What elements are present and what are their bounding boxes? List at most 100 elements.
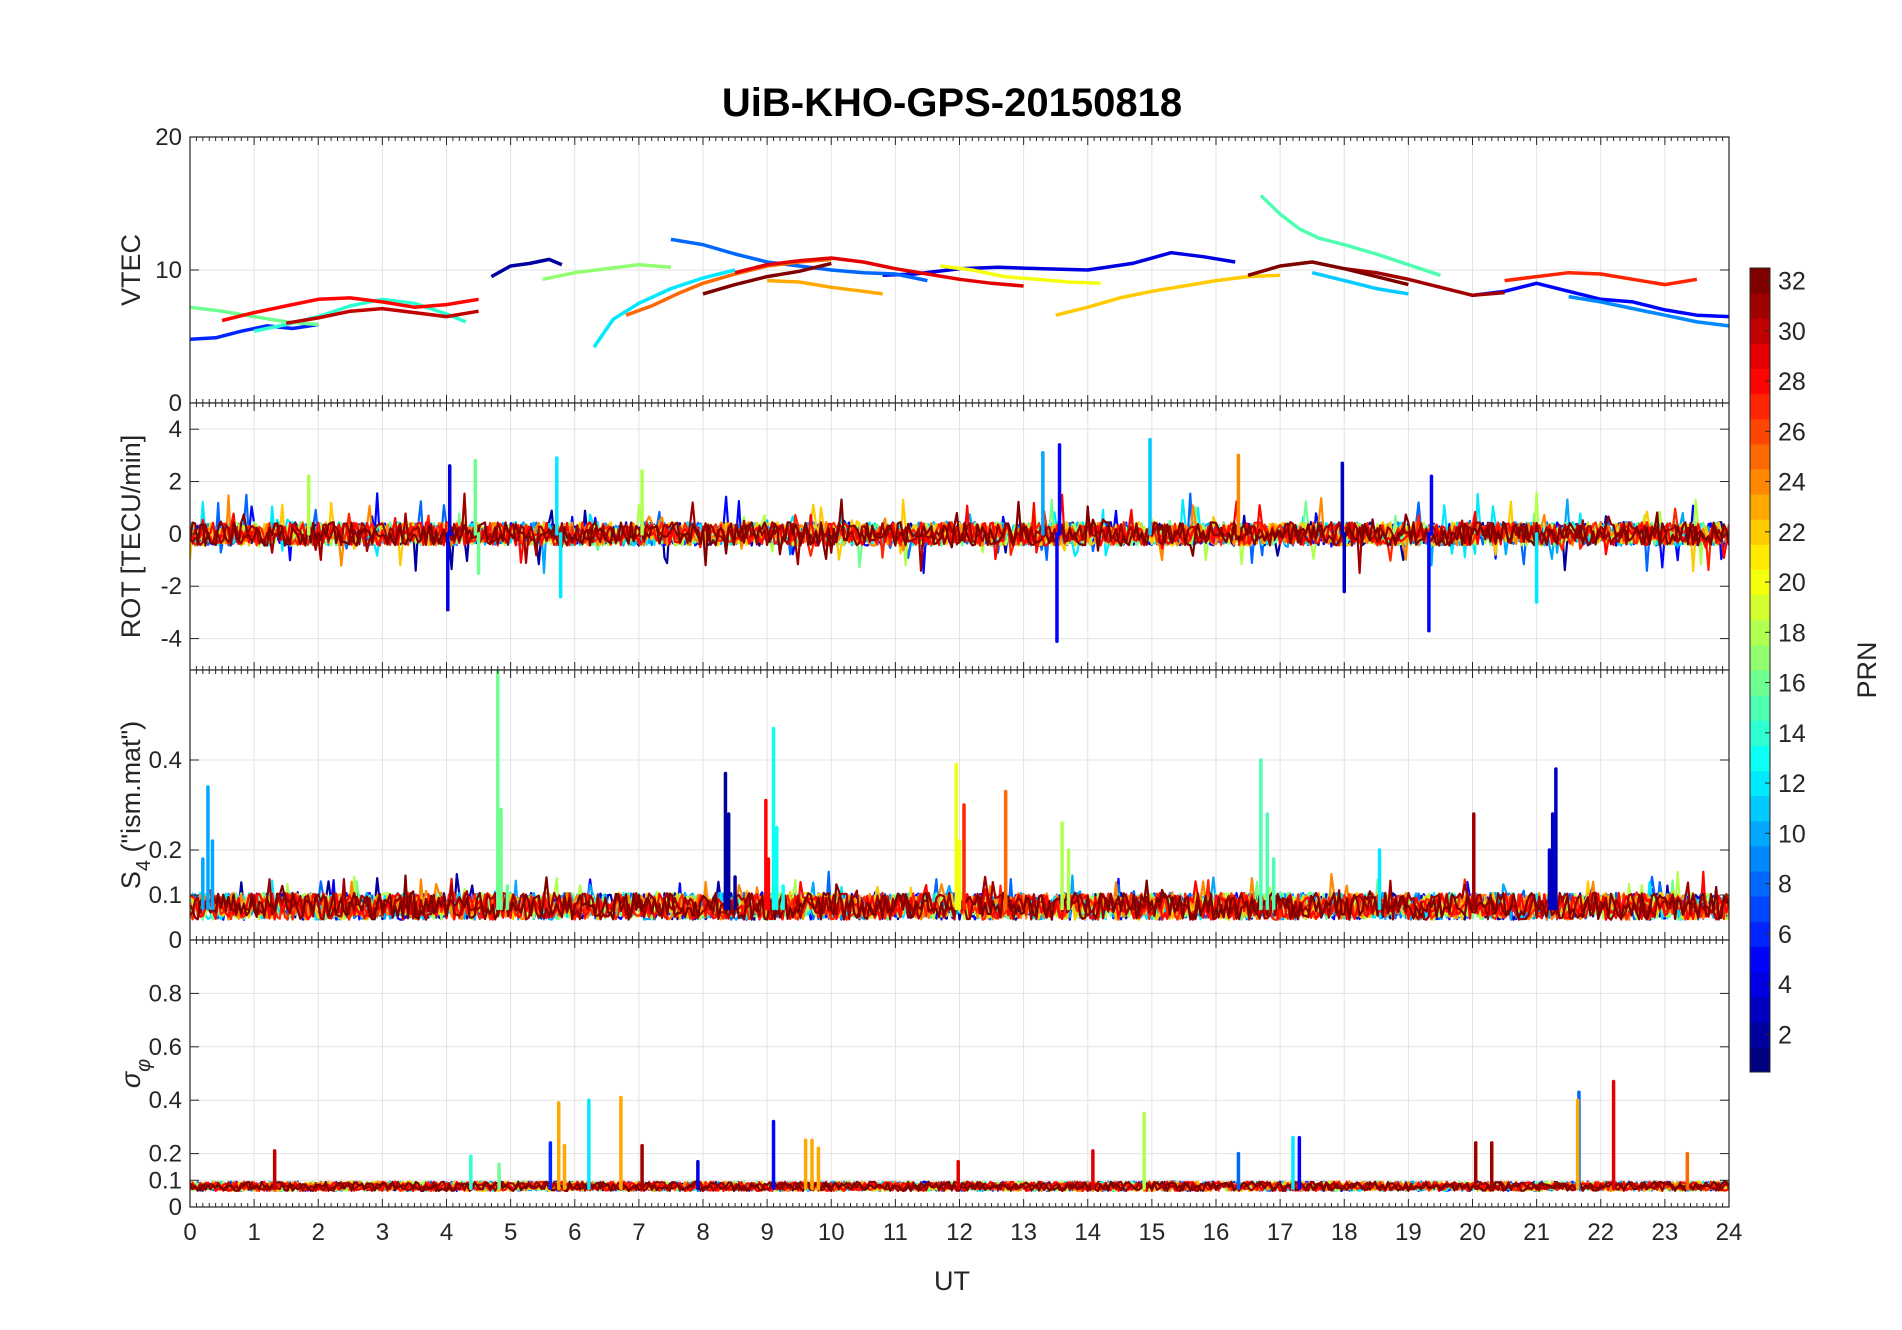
colorbar-cell-prn-24 bbox=[1750, 469, 1770, 495]
x-tick-label: 12 bbox=[946, 1219, 973, 1246]
colorbar-cell-prn-19 bbox=[1750, 594, 1770, 621]
y-tick-label: 20 bbox=[155, 124, 182, 151]
vtec-trace-prn-27 bbox=[1504, 270, 1698, 287]
y-tick-label: 0.1 bbox=[149, 882, 182, 909]
vtec-trace-prn-28 bbox=[221, 296, 479, 323]
x-tick-label: 20 bbox=[1459, 1219, 1486, 1246]
y-tick-label: 0.8 bbox=[149, 980, 182, 1007]
vtec-trace-prn-32 bbox=[1247, 260, 1409, 287]
colorbar-tick-label: 14 bbox=[1778, 720, 1806, 748]
panel-2: -4 -2 0 2 4 ROT [TECU/min] bbox=[116, 402, 1730, 671]
vtec-trace-prn-4 bbox=[882, 250, 1236, 278]
x-tick-label: 8 bbox=[696, 1219, 709, 1246]
x-tick-label: 14 bbox=[1074, 1219, 1101, 1246]
vtec-trace-prn-20 bbox=[940, 264, 1101, 286]
x-tick-label: 10 bbox=[818, 1219, 845, 1246]
y-axis-label: VTEC bbox=[116, 234, 146, 306]
colorbar-cell-prn-14 bbox=[1750, 720, 1770, 746]
colorbar-cell-prn-31 bbox=[1750, 293, 1770, 319]
vtec-trace-prn-9 bbox=[1568, 294, 1729, 328]
x-tick-label: 13 bbox=[1010, 1219, 1037, 1246]
colorbar-cell-prn-5 bbox=[1750, 946, 1770, 972]
y-tick-label: -4 bbox=[161, 626, 182, 653]
colorbar-cell-prn-18 bbox=[1750, 619, 1770, 646]
colorbar-tick-label: 28 bbox=[1778, 368, 1806, 396]
panel-4: 00.10.2 0.4 0.6 0.8 σφ bbox=[116, 939, 1730, 1221]
colorbar-cell-prn-15 bbox=[1750, 695, 1770, 721]
y-tick-label: 2 bbox=[169, 469, 182, 496]
y-axis-label: S4 ("ism.mat") bbox=[116, 721, 155, 889]
x-tick-label: 1 bbox=[247, 1219, 260, 1246]
vtec-trace-prn-12 bbox=[592, 268, 736, 349]
y-tick-label: 0.2 bbox=[149, 1141, 182, 1168]
vtec-trace-prn-23 bbox=[767, 278, 883, 296]
colorbar-cell-prn-30 bbox=[1750, 318, 1770, 344]
colorbar-cell-prn-3 bbox=[1750, 996, 1770, 1023]
vtec-trace-prn-32 bbox=[702, 261, 832, 296]
x-tick-label: 21 bbox=[1523, 1219, 1550, 1246]
y-tick-label: 0 bbox=[169, 521, 182, 548]
colorbar-cell-prn-10 bbox=[1750, 820, 1770, 847]
vtec-trace-prn-22 bbox=[1055, 273, 1281, 317]
colorbar-cell-prn-7 bbox=[1750, 896, 1770, 922]
colorbar-cell-prn-27 bbox=[1750, 393, 1770, 420]
colorbar-tick-label: 4 bbox=[1778, 971, 1792, 999]
colorbar-tick-label: 2 bbox=[1778, 1021, 1792, 1049]
vtec-trace-prn-17 bbox=[542, 262, 672, 282]
panel-data bbox=[190, 670, 1729, 921]
x-tick-label: 15 bbox=[1139, 1219, 1166, 1246]
colorbar-tick-label: 8 bbox=[1778, 871, 1792, 899]
panel-data bbox=[190, 1079, 1729, 1193]
vtec-trace-prn-2 bbox=[490, 257, 563, 279]
vtec-trace-prn-8 bbox=[670, 237, 928, 283]
colorbar-border bbox=[1749, 267, 1771, 1073]
colorbar-cell-prn-8 bbox=[1750, 871, 1770, 897]
vtec-trace-prn-29 bbox=[734, 256, 1024, 288]
colorbar-cell-prn-20 bbox=[1750, 569, 1770, 596]
x-axis-label: UT bbox=[934, 1266, 970, 1296]
colorbar-cell-prn-16 bbox=[1750, 670, 1770, 696]
y-tick-label: 0.2 bbox=[149, 837, 182, 864]
x-tick-label: 11 bbox=[883, 1219, 908, 1246]
y-tick-label: 0.4 bbox=[149, 747, 182, 774]
panel-1: 0 10 20 VTEC bbox=[116, 124, 1730, 417]
x-tick-label: 22 bbox=[1587, 1219, 1614, 1246]
colorbar-cell-prn-13 bbox=[1750, 745, 1770, 771]
vtec-trace-prn-5 bbox=[1472, 281, 1729, 319]
x-tick-label: 0 bbox=[183, 1219, 196, 1246]
y-axis-label: σφ bbox=[116, 1059, 155, 1088]
x-tick-label: 4 bbox=[440, 1219, 453, 1246]
y-axis-label: ROT [TECU/min] bbox=[116, 435, 146, 639]
x-tick-label: 6 bbox=[568, 1219, 581, 1246]
colorbar-cell-prn-32 bbox=[1750, 268, 1770, 294]
colorbar-cell-prn-4 bbox=[1750, 971, 1770, 998]
colorbar-cell-prn-29 bbox=[1750, 343, 1770, 369]
colorbar-cell-prn-9 bbox=[1750, 845, 1770, 872]
colorbar-cell-prn-17 bbox=[1750, 644, 1770, 671]
colorbar-cell-prn-22 bbox=[1750, 519, 1770, 545]
y-tick-label: 0 bbox=[169, 927, 182, 954]
colorbar-cell-prn-28 bbox=[1750, 368, 1770, 395]
y-tick-label: 0 bbox=[169, 1194, 182, 1221]
colorbar-tick-label: 20 bbox=[1778, 569, 1806, 597]
vtec-trace-prn-6 bbox=[190, 322, 319, 341]
colorbar-label: PRN bbox=[1852, 641, 1882, 698]
chart-title: UiB-KHO-GPS-20150818 bbox=[722, 81, 1182, 125]
colorbar-cell-prn-25 bbox=[1750, 443, 1770, 470]
y-tick-label: 10 bbox=[155, 257, 182, 284]
vtec-trace-prn-31 bbox=[1344, 266, 1505, 298]
colorbar-tick-label: 22 bbox=[1778, 519, 1806, 547]
x-tick-label: 9 bbox=[760, 1219, 773, 1246]
colorbar-cell-prn-26 bbox=[1750, 418, 1770, 445]
panel-data bbox=[190, 437, 1729, 643]
colorbar-tick-label: 24 bbox=[1778, 469, 1806, 497]
colorbar-cell-prn-11 bbox=[1750, 795, 1770, 822]
x-tick-label: 19 bbox=[1395, 1219, 1422, 1246]
y-tick-label: 0 bbox=[169, 390, 182, 417]
x-tick-label: 16 bbox=[1203, 1219, 1230, 1246]
colorbar-cell-prn-2 bbox=[1750, 1021, 1770, 1048]
x-tick-label: 3 bbox=[376, 1219, 389, 1246]
x-tick-label: 24 bbox=[1716, 1219, 1743, 1246]
colorbar-tick-label: 16 bbox=[1778, 670, 1806, 698]
